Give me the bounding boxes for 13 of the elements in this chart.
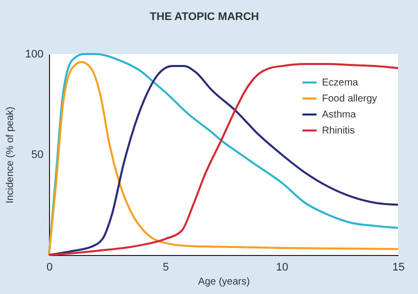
x-tick-label: 5: [162, 262, 169, 274]
x-tick-label: 10: [276, 262, 288, 274]
y-axis-title: Incidence (% of peak): [5, 106, 16, 204]
legend-label: Food allergy: [322, 94, 378, 104]
legend-label: Eczema: [322, 78, 359, 88]
x-tick-label: 0: [46, 262, 53, 274]
x-tick-label: 15: [392, 262, 405, 274]
legend-label: Asthma: [322, 110, 356, 120]
chart-title: THE ATOPIC MARCH: [150, 11, 260, 23]
y-tick-label: 50: [31, 149, 44, 161]
legend-label: Rhinitis: [322, 126, 355, 136]
y-tick-label: 100: [25, 48, 44, 60]
x-axis-title: Age (years): [198, 276, 250, 288]
